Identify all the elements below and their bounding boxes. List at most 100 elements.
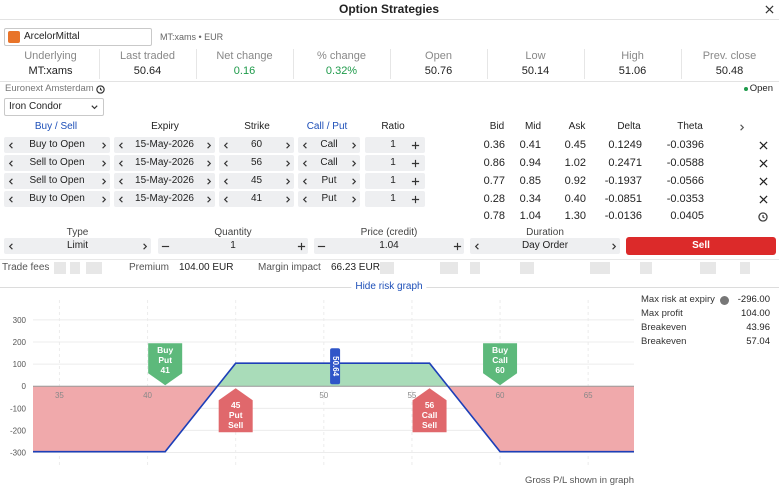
ratio-box[interactable] [365,137,425,153]
icon-r[interactable] [204,141,213,150]
icon-plus[interactable] [411,195,420,204]
icon-l[interactable] [222,177,231,186]
icon-r[interactable] [99,195,108,204]
stat-label: Breakeven [641,322,687,333]
leg-greek: 0.92 [564,175,586,187]
exchange-status: Open [749,83,773,94]
leg-selector[interactable] [219,191,294,207]
order-control[interactable] [4,238,151,254]
icon-minus[interactable] [161,242,170,251]
leg-selector[interactable] [114,173,215,189]
leg-selector[interactable] [114,191,215,207]
icon-minus[interactable] [317,242,326,251]
leg-selector[interactable] [114,155,215,171]
ratio-box[interactable] [365,155,425,171]
leg-selector[interactable] [4,155,110,171]
leg-selector[interactable] [4,191,110,207]
icon-x[interactable] [758,176,768,186]
icon-r[interactable] [204,195,213,204]
icon-l[interactable] [117,141,126,150]
ratio-box[interactable] [365,173,425,189]
leg-selector[interactable] [298,155,360,171]
leg-selector[interactable] [298,137,360,153]
icon-path [297,242,305,250]
icon-l[interactable] [301,159,310,168]
leg-selector[interactable] [298,173,360,189]
loss-area [33,386,634,452]
icon-l[interactable] [7,159,16,168]
icon-plus[interactable] [453,242,462,251]
icon-l[interactable] [7,141,16,150]
leg-greek: -0.0588 [666,157,704,169]
order-control[interactable] [314,238,464,254]
leg-greek: -0.0396 [666,139,704,151]
strategy-name: Iron Condor [9,101,62,112]
icon-r[interactable] [204,177,213,186]
icon-r[interactable] [99,141,108,150]
icon-l[interactable] [301,141,310,150]
icon-r[interactable] [349,177,358,186]
instrument-icon [8,31,20,43]
leg-selector[interactable] [298,191,360,207]
icon-l[interactable] [301,177,310,186]
icon-r[interactable] [737,123,746,132]
toggle-graph[interactable]: Hide risk graph [351,281,427,293]
ratio-box[interactable] [365,191,425,207]
icon-l[interactable] [117,159,126,168]
quote-label: Net change [216,50,273,62]
icon-l[interactable] [7,195,16,204]
x-tick-label: 55 [407,391,416,400]
icon-x[interactable] [758,140,768,150]
icon-path [118,177,123,185]
icon-plus[interactable] [297,242,306,251]
strategy-dropdown[interactable] [4,98,104,116]
icon-path [142,242,147,250]
icon-plus[interactable] [411,177,420,186]
icon-r[interactable] [349,159,358,168]
icon-plus[interactable] [411,141,420,150]
icon-r[interactable] [99,177,108,186]
icon-r[interactable] [283,141,292,150]
leg-selector[interactable] [114,137,215,153]
icon-x[interactable] [758,194,768,204]
column-header: Ratio [381,121,405,132]
stat-value: -296.00 [737,294,770,305]
instrument-box[interactable] [4,28,152,46]
icon-r[interactable] [283,159,292,168]
icon-r[interactable] [140,242,149,251]
icon-r[interactable] [609,242,618,251]
icon-l[interactable] [117,195,126,204]
icon-r[interactable] [204,159,213,168]
icon-x[interactable] [764,4,774,14]
stat-label: Max profit [641,308,683,319]
icon-l[interactable] [222,195,231,204]
sell-button[interactable] [626,237,776,255]
icon-l[interactable] [301,195,310,204]
marker-action: Buy [157,345,173,355]
icon-l[interactable] [222,159,231,168]
quote-label: Prev. close [702,50,757,62]
order-control[interactable] [158,238,308,254]
icon-r[interactable] [283,177,292,186]
icon-clock[interactable] [758,212,768,222]
icon-r[interactable] [283,195,292,204]
icon-l[interactable] [117,177,126,186]
leg-selector[interactable] [219,155,294,171]
leg-selector[interactable] [219,137,294,153]
order-control[interactable] [470,238,620,254]
icon-r[interactable] [349,195,358,204]
sell-label[interactable]: Sell [692,240,710,251]
icon-x[interactable] [758,158,768,168]
icon-l[interactable] [7,177,16,186]
leg-selector[interactable] [4,173,110,189]
icon-r[interactable] [349,141,358,150]
icon-l[interactable] [222,141,231,150]
icon-l[interactable] [473,242,482,251]
icon-r[interactable] [99,159,108,168]
y-tick-label: -200 [10,426,27,435]
quote-value: 50.76 [424,65,453,77]
icon-plus[interactable] [411,159,420,168]
leg-selector[interactable] [4,137,110,153]
leg-selector[interactable] [219,173,294,189]
icon-l[interactable] [7,242,16,251]
